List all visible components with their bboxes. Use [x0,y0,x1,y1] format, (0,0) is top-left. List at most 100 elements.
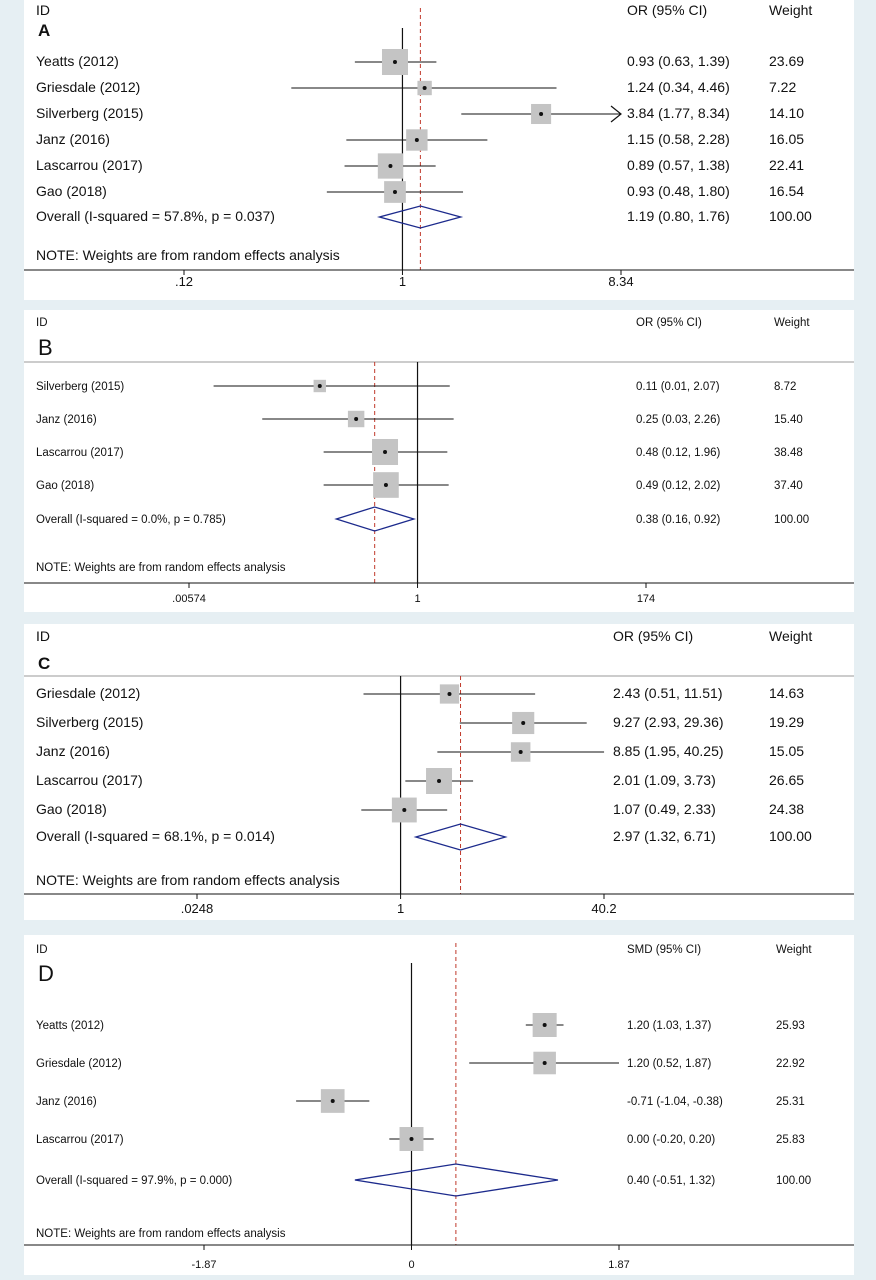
forest-panel-a: A ID OR (95% CI) Weight Yeatts (2012) 0.93 (0… [24,0,854,300]
study-label: Yeatts (2012) [36,53,119,69]
study-effect-text: 0.11 (0.01, 2.07) [636,381,720,393]
header-id: ID [36,944,48,956]
study-point-estimate [437,779,442,783]
study-label: Janz (2016) [36,414,97,426]
header-weight: Weight [769,2,812,18]
study-effect-text: 0.89 (0.57, 1.38) [627,157,730,173]
study-label: Janz (2016) [36,1096,97,1108]
study-label: Griesdale (2012) [36,79,140,95]
forest-panel-b: B ID OR (95% CI) Weight Silverberg (2015) 0.1… [24,310,854,612]
study-weight: 38.48 [774,447,803,459]
study-point-estimate [354,417,359,421]
header-effect: OR (95% CI) [636,317,702,329]
study-effect-text: 1.20 (1.03, 1.37) [627,1020,712,1032]
study-weight: 23.69 [769,53,804,69]
header-id: ID [36,317,48,329]
overall-effect-text: 2.97 (1.32, 6.71) [613,828,716,844]
x-tick-label: -1.87 [191,1259,216,1271]
panel-letter: C [38,654,50,673]
header-weight: Weight [769,628,812,644]
x-tick-label: 8.34 [608,274,633,289]
study-effect-text: 1.24 (0.34, 4.46) [627,79,730,95]
forest-plot-svg: A ID OR (95% CI) Weight Yeatts (2012) 0.93 (0… [24,2,854,289]
study-label: Silverberg (2015) [36,105,143,121]
forest-panel-d: D ID SMD (95% CI) Weight Yeatts (2012) 1.20 (… [24,935,854,1275]
x-tick-label: 1 [414,593,420,605]
study-point-estimate [392,190,397,194]
study-effect-text: 2.01 (1.09, 3.73) [613,772,716,788]
study-weight: 14.10 [769,105,804,121]
x-tick-label: .00574 [172,593,206,605]
panel-letter: A [38,21,50,40]
study-effect-text: 0.00 (-0.20, 0.20) [627,1134,715,1146]
x-tick-label: .0248 [181,901,214,916]
forest-plot-svg: C ID OR (95% CI) Weight Griesdale (2012) 2.43… [24,628,854,916]
header-id: ID [36,628,50,644]
study-weight: 24.38 [769,801,804,817]
study-effect-text: 0.93 (0.48, 1.80) [627,183,730,199]
study-effect-text: 1.20 (0.52, 1.87) [627,1058,712,1070]
x-tick-label: 40.2 [591,901,616,916]
study-point-estimate [330,1099,335,1103]
study-label: Gao (2018) [36,801,107,817]
study-point-estimate [542,1023,547,1027]
study-label: Lascarrou (2017) [36,447,124,459]
study-label: Griesdale (2012) [36,685,140,701]
study-weight: 15.05 [769,743,804,759]
header-effect: OR (95% CI) [613,628,693,644]
x-tick-label: 0 [408,1259,414,1271]
forest-panel-c: C ID OR (95% CI) Weight Griesdale (2012) 2.43… [24,624,854,920]
study-weight: 25.31 [776,1096,805,1108]
overall-label: Overall (I-squared = 57.8%, p = 0.037) [36,208,275,224]
header-id: ID [36,2,50,18]
study-point-estimate [383,483,388,487]
overall-diamond [354,1163,559,1197]
ci-arrow-right [610,105,622,123]
study-weight: 25.83 [776,1134,805,1146]
study-label: Lascarrou (2017) [36,157,143,173]
study-effect-text: 1.15 (0.58, 2.28) [627,131,730,147]
weights-note: NOTE: Weights are from random effects an… [36,1228,286,1240]
study-effect-text: 9.27 (2.93, 29.36) [613,714,724,730]
study-weight: 15.40 [774,414,803,426]
study-effect-text: 0.48 (0.12, 1.96) [636,447,721,459]
study-weight: 16.54 [769,183,804,199]
study-weight: 8.72 [774,381,796,393]
overall-label: Overall (I-squared = 97.9%, p = 0.000) [36,1175,232,1187]
weights-note: NOTE: Weights are from random effects an… [36,872,340,888]
study-weight: 26.65 [769,772,804,788]
study-effect-text: 1.07 (0.49, 2.33) [613,801,716,817]
study-point-estimate [409,1137,414,1141]
overall-weight: 100.00 [774,514,809,526]
header-weight: Weight [776,944,812,956]
study-label: Janz (2016) [36,131,110,147]
overall-weight: 100.00 [769,828,812,844]
panel-letter: B [38,335,53,360]
overall-label: Overall (I-squared = 0.0%, p = 0.785) [36,514,226,526]
overall-diamond [413,823,508,851]
study-point-estimate [414,138,419,142]
study-point-estimate [317,384,322,388]
overall-diamond [376,205,464,229]
study-label: Silverberg (2015) [36,381,124,393]
study-point-estimate [383,450,388,454]
study-point-estimate [521,721,526,725]
study-effect-text: -0.71 (-1.04, -0.38) [627,1096,723,1108]
study-effect-text: 3.84 (1.77, 8.34) [627,105,730,121]
forest-plot-svg: B ID OR (95% CI) Weight Silverberg (2015) 0.1… [24,317,854,605]
study-label: Lascarrou (2017) [36,772,143,788]
study-weight: 19.29 [769,714,804,730]
weights-note: NOTE: Weights are from random effects an… [36,247,340,263]
header-effect: SMD (95% CI) [627,944,701,956]
study-point-estimate [539,112,544,116]
x-tick-label: 174 [637,593,655,605]
study-weight: 37.40 [774,480,803,492]
overall-diamond [334,506,417,532]
x-tick-label: .12 [175,274,193,289]
study-effect-text: 0.49 (0.12, 2.02) [636,480,721,492]
study-weight: 7.22 [769,79,796,95]
overall-weight: 100.00 [769,208,812,224]
overall-effect-text: 0.40 (-0.51, 1.32) [627,1175,715,1187]
study-point-estimate [447,692,452,696]
study-label: Griesdale (2012) [36,1058,122,1070]
